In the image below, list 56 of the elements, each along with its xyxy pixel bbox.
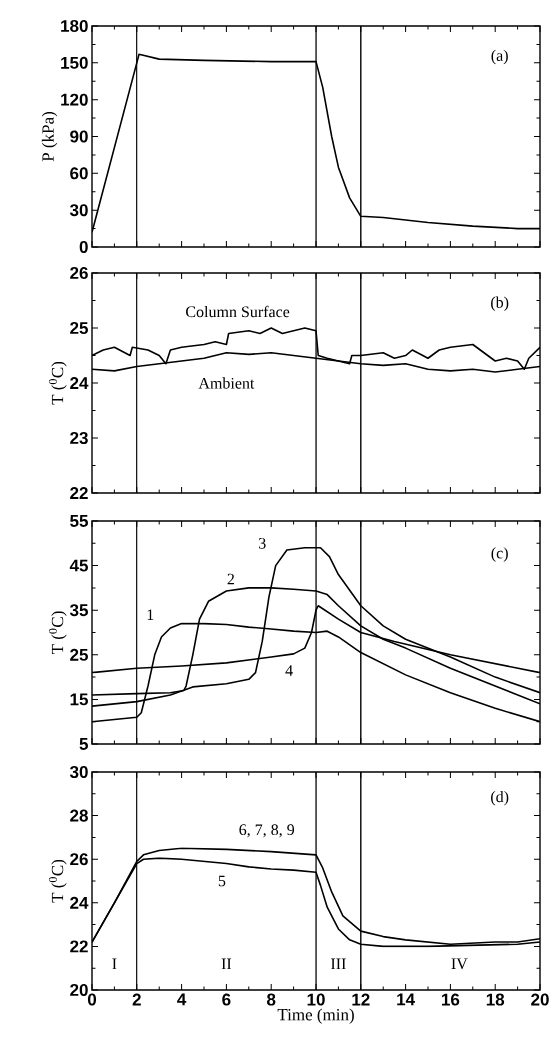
y-axis-title: P (kPa) xyxy=(41,111,58,162)
y-tick-label: 35 xyxy=(69,604,88,617)
x-tick-label: 4 xyxy=(177,993,187,1006)
x-tick-label: 18 xyxy=(486,993,505,1006)
y-tick-label: 26 xyxy=(70,853,88,866)
series-label: Ambient xyxy=(198,377,255,389)
x-tick-label: 10 xyxy=(307,993,325,1006)
y-tick-label: 24 xyxy=(70,896,89,909)
annotation: IV xyxy=(451,958,468,970)
y-tick-label: 55 xyxy=(70,515,88,527)
series-label: 1 xyxy=(147,609,154,620)
x-tick-label: 14 xyxy=(397,993,415,1006)
y-axis-title: T ($^{0}$C) xyxy=(48,361,67,405)
x-tick-label: 16 xyxy=(442,993,460,1006)
y-axis-title: T ($^{0}$C) xyxy=(48,611,67,655)
x-tick-label: 2 xyxy=(132,993,141,1006)
series-label: 4 xyxy=(285,665,293,676)
x-tick-label: 12 xyxy=(352,993,370,1006)
annotation: (a) xyxy=(491,49,508,65)
y-tick-label: 90 xyxy=(70,130,88,143)
y-tick-label: 28 xyxy=(70,809,88,822)
y-tick-label: 25 xyxy=(70,648,88,661)
y-tick-label: 23 xyxy=(70,431,88,445)
series-label: 5 xyxy=(218,875,226,887)
annotation: (d) xyxy=(491,790,509,806)
series-label: Column Surface xyxy=(186,305,290,318)
y-tick-label: 180 xyxy=(61,19,88,33)
y-tick-label: 5 xyxy=(79,738,88,750)
x-axis-title: Time (min) xyxy=(277,1008,354,1024)
y-tick-label: 25 xyxy=(70,321,88,335)
annotation: I xyxy=(112,958,117,970)
y-tick-label: 24 xyxy=(70,377,89,389)
y-tick-label: 30 xyxy=(69,204,88,217)
y-tick-label: 22 xyxy=(70,487,88,499)
annotation: (b) xyxy=(491,296,509,312)
y-tick-label: 15 xyxy=(70,693,88,706)
series-label: 6, 7, 8, 9 xyxy=(239,824,295,838)
y-tick-label: 30 xyxy=(69,765,88,779)
legend-label: 3 xyxy=(259,537,266,549)
y-tick-label: 120 xyxy=(61,93,88,106)
y-tick-label: 26 xyxy=(70,266,88,280)
y-tick-label: 45 xyxy=(69,559,88,572)
y-tick-label: 22 xyxy=(70,940,88,953)
series-label: 2 xyxy=(227,573,234,585)
annotation: II xyxy=(221,958,232,970)
x-tick-label: 0 xyxy=(87,993,97,1006)
y-tick-label: 60 xyxy=(70,167,88,180)
annotation: (c) xyxy=(491,547,508,562)
y-tick-label: 20 xyxy=(70,983,88,997)
y-tick-label: 0 xyxy=(79,240,88,254)
x-tick-label: 8 xyxy=(267,993,276,1006)
y-tick-label: 150 xyxy=(61,56,88,69)
y-axis-title: T ($^{0}$C) xyxy=(48,859,67,903)
annotation: III xyxy=(330,958,346,970)
x-tick-label: 20 xyxy=(531,993,549,1006)
x-tick-label: 6 xyxy=(222,993,231,1006)
